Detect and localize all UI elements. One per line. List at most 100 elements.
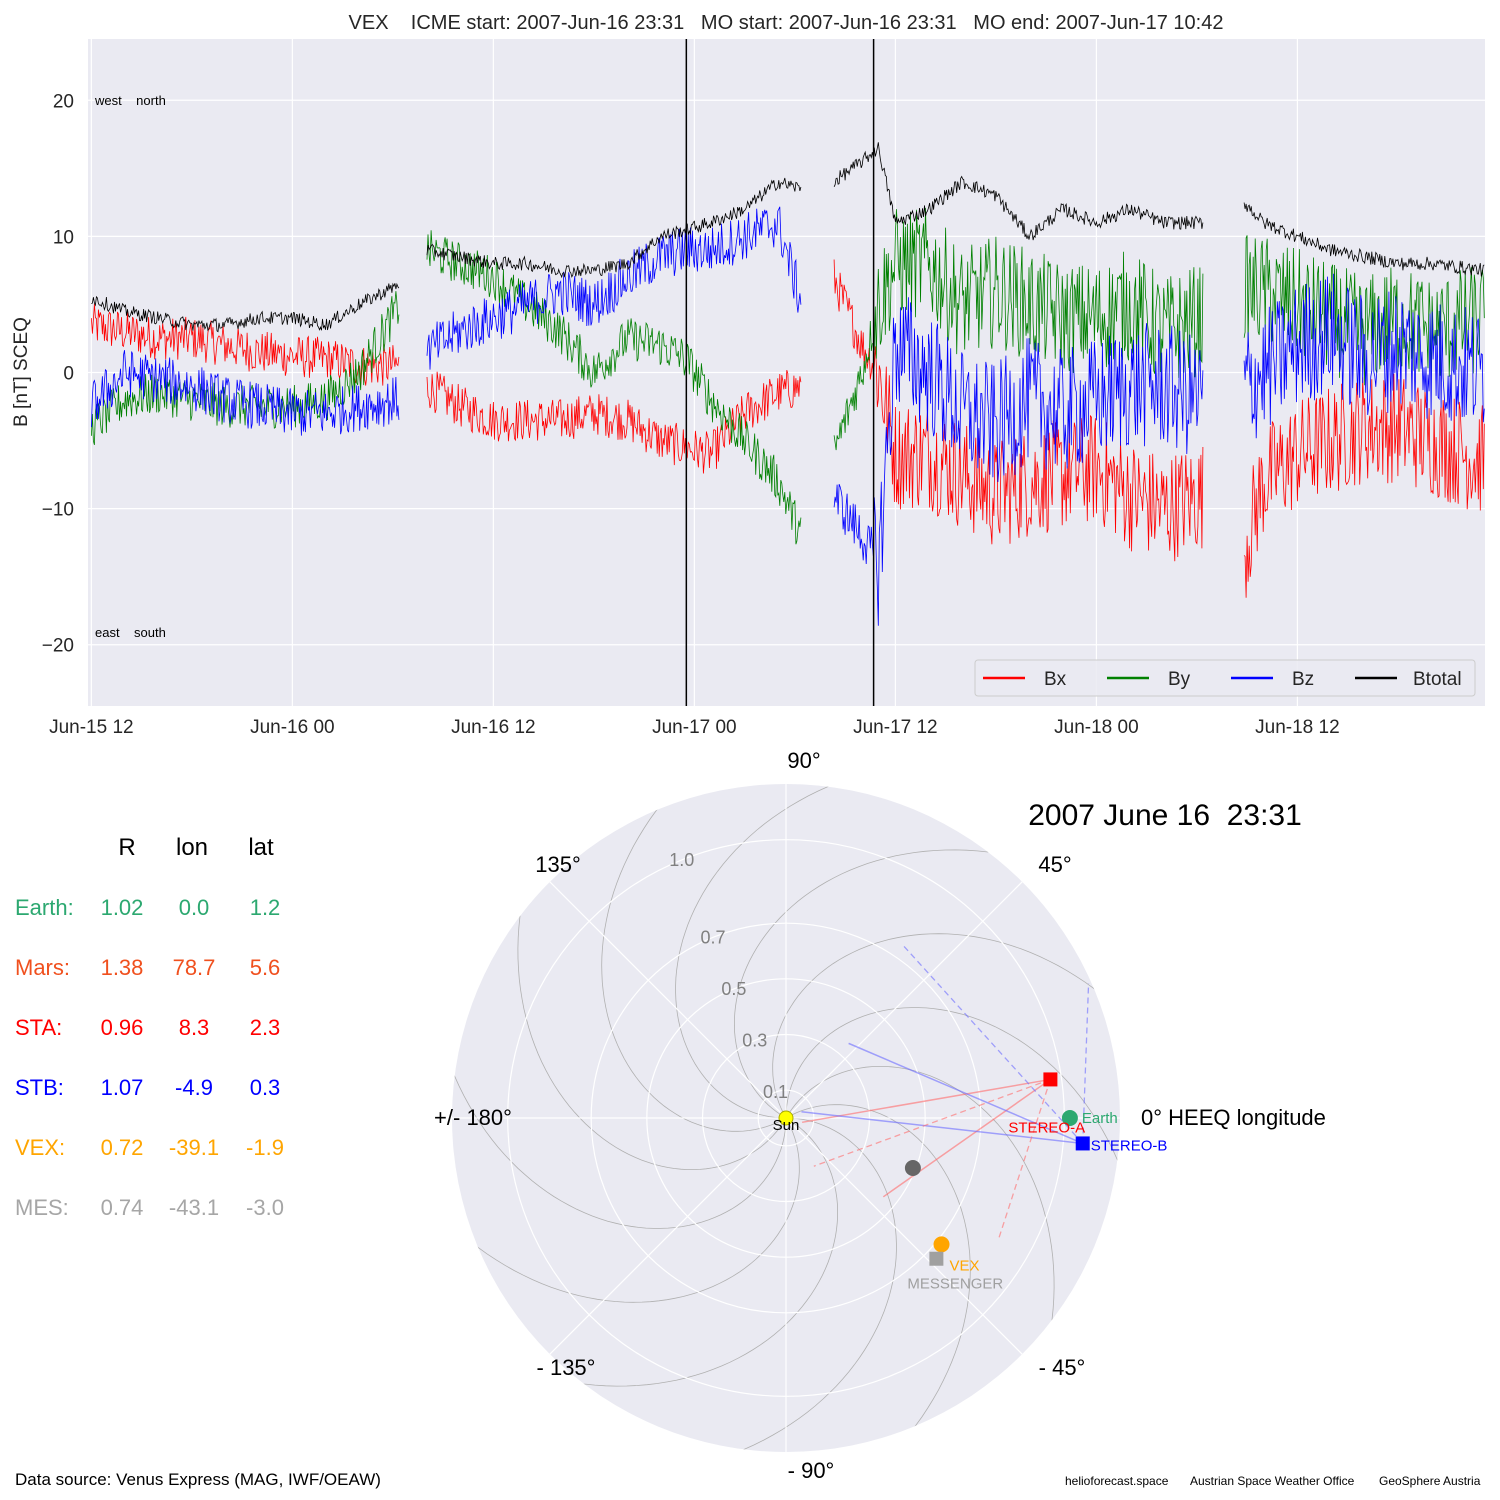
credit-geosphere: GeoSphere Austria (1379, 1474, 1481, 1488)
marker-stereo-b (1075, 1136, 1090, 1151)
table-row-label: Mars: (15, 955, 70, 980)
fov-line-dashed (1082, 983, 1090, 1144)
timeseries-vertical-lines (685, 39, 875, 706)
parker-spiral (734, 849, 1033, 1119)
parker-spiral (452, 1117, 800, 1303)
table-cell-lat: 0.3 (250, 1075, 281, 1100)
marker-sun (778, 1110, 794, 1126)
legend-label-bx: Bx (1044, 669, 1067, 690)
y-tick-label: 0 (63, 364, 74, 385)
parker-spiral (701, 1117, 897, 1452)
fov-line-dashed (902, 944, 1084, 1144)
legend-label-btotal: Btotal (1413, 669, 1462, 690)
instrument-fov-lines (801, 944, 1090, 1241)
position-table: R lon lat Earth: 1.02 0.0 1.2 Mars: 1.38 78.7 5… (15, 834, 284, 1220)
radial-tick-label: 0.7 (700, 927, 725, 947)
parker-spiral (539, 1117, 838, 1387)
fov-line (848, 1042, 1084, 1145)
table-cell-lon: 8.3 (179, 1015, 210, 1040)
timeseries-legend: Bx By Bz Btotal (974, 659, 1476, 697)
marker-label-earth: Earth (1082, 1110, 1118, 1127)
series-line-by (91, 207, 1485, 545)
legend-label-by: By (1168, 669, 1191, 690)
fov-line-dashed (997, 1079, 1052, 1241)
table-row-label: MES: (15, 1195, 69, 1220)
table-cell-r: 1.07 (101, 1075, 144, 1100)
y-axis-label: B [nT] SCEQ (11, 317, 32, 427)
parker-spiral (517, 871, 787, 1170)
angle-label: - 45° (1039, 1355, 1086, 1380)
parker-spiral (772, 933, 1120, 1119)
table-cell-lat: 1.2 (250, 895, 281, 920)
fov-line (801, 1110, 1083, 1145)
table-cell-lat: -1.9 (246, 1135, 284, 1160)
x-tick-label: Jun-16 12 (451, 717, 536, 738)
polar-angle-labels: 90° 45° 0° HEEQ longitude - 45° - 90° - 135° +… (434, 748, 1326, 1483)
table-cell-lon: 0.0 (179, 895, 210, 920)
series-line-bx (91, 259, 1485, 598)
timeseries-title: VEX ICME start: 2007-Jun-16 23:31 MO sta… (349, 12, 1224, 34)
parker-spiral (452, 1033, 787, 1229)
angle-label: - 90° (788, 1458, 835, 1483)
y-tick-label: −20 (42, 636, 74, 657)
table-header-r: R (118, 834, 135, 861)
fov-line-dashed (813, 1078, 1051, 1167)
marker-label-messenger: MESSENGER (907, 1276, 1003, 1293)
table-cell-r: 0.74 (101, 1195, 144, 1220)
radial-tick-label: 0.3 (742, 1031, 767, 1051)
timeseries-x-ticks: Jun-15 12 Jun-16 00 Jun-16 12 Jun-17 00 Jun-… (49, 717, 1340, 738)
series-line-btotal (91, 142, 1485, 333)
marker-vex (933, 1236, 950, 1253)
x-tick-label: Jun-16 00 (250, 717, 335, 738)
table-cell-lat: -3.0 (246, 1195, 284, 1220)
x-tick-label: Jun-17 00 (652, 717, 737, 738)
x-tick-label: Jun-15 12 (49, 717, 134, 738)
table-cell-lon: -4.9 (175, 1075, 213, 1100)
fov-line (882, 1078, 1051, 1198)
marker-stereo-a (1043, 1072, 1058, 1087)
data-source-note: Data source: Venus Express (MAG, IWF/OEA… (15, 1470, 381, 1489)
table-row-label: STA: (15, 1015, 62, 1040)
corner-label-bottom: east south (95, 625, 166, 640)
timeseries-y-ticks: −20 −10 0 10 20 (42, 91, 74, 656)
parker-spiral (675, 784, 871, 1119)
table-cell-lon: 78.7 (173, 955, 216, 980)
table-cell-lat: 5.6 (250, 955, 281, 980)
table-cell-r: 1.02 (101, 895, 144, 920)
timeseries-series (91, 142, 1485, 626)
table-row-label: STB: (15, 1075, 64, 1100)
table-row-label: Earth: (15, 895, 74, 920)
series-line-bz (91, 206, 1485, 626)
radial-tick-label: 0.1 (763, 1082, 788, 1102)
x-tick-label: Jun-18 00 (1054, 717, 1139, 738)
x-tick-label: Jun-18 12 (1255, 717, 1340, 738)
credit-helioforecast: helioforecast.space (1065, 1474, 1169, 1488)
parker-spiral (601, 784, 787, 1132)
marker-label-stereo-a: STEREO-A (1008, 1119, 1085, 1136)
marker-label-stereo-b: STEREO-B (1091, 1137, 1168, 1154)
table-cell-lon: -39.1 (169, 1135, 219, 1160)
table-header-lon: lon (176, 834, 208, 861)
polar-radial-labels: 0.1 0.3 0.5 0.7 1.0 (669, 850, 788, 1102)
angle-label: 0° HEEQ longitude (1141, 1105, 1326, 1130)
angle-label: +/- 180° (434, 1105, 512, 1130)
marker-unlabeled (904, 1159, 921, 1176)
credit-aswo: Austrian Space Weather Office (1190, 1474, 1355, 1488)
angle-label: - 135° (537, 1355, 596, 1380)
table-row-label: VEX: (15, 1135, 65, 1160)
parker-spiral (785, 1104, 971, 1452)
radial-tick-label: 0.5 (721, 979, 746, 999)
y-tick-label: −10 (42, 500, 74, 521)
legend-label-bz: Bz (1292, 669, 1314, 690)
polar-date-title: 2007 June 16 23:31 (1028, 799, 1302, 832)
angle-label: 45° (1038, 852, 1071, 877)
marker-messenger (929, 1251, 944, 1266)
y-tick-label: 20 (53, 91, 74, 112)
angle-label: 135° (535, 852, 581, 877)
corner-label-top: west north (94, 93, 166, 108)
table-cell-r: 1.38 (101, 955, 144, 980)
marker-earth (1061, 1110, 1078, 1126)
